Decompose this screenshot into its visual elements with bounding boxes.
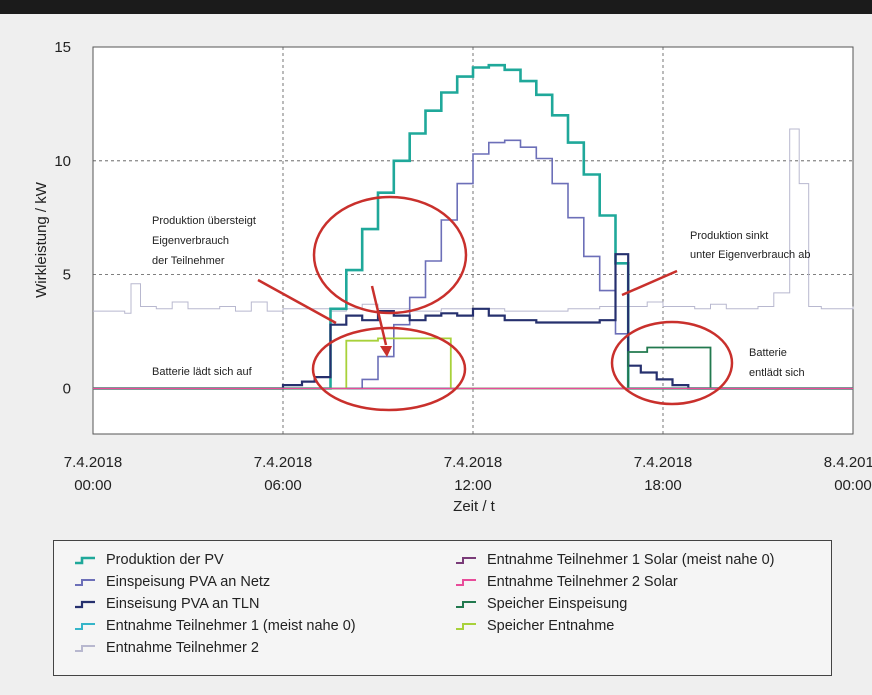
- series-line-speicher-einspeisung: [93, 346, 853, 390]
- x-tick-label-date: 7.4.2018: [634, 454, 692, 471]
- legend-item: Entnahme Teilnehmer 1 Solar (meist nahe …: [455, 552, 774, 568]
- chart: 0 5 10 15 7.4.2018 00:00 7.4.2018 06:00 7.4.2018…: [33, 39, 872, 515]
- x-axis-label: Zeit / t: [453, 498, 496, 515]
- annotation-production-sink-1: Produktion sinkt: [690, 230, 768, 242]
- legend-item: Einseisung PVA an TLN: [74, 596, 259, 612]
- annotation-shapes: [257, 195, 734, 412]
- legend-item: Entnahme Teilnehmer 2 Solar: [455, 574, 678, 590]
- y-tick-label: 15: [54, 39, 71, 56]
- legend-swatch: [74, 621, 96, 632]
- series-layer: [93, 63, 854, 390]
- y-tick-label: 5: [63, 267, 71, 284]
- legend-label: Entnahme Teilnehmer 2: [106, 640, 259, 656]
- x-tick-label-time: 06:00: [264, 477, 302, 494]
- arrow-line-2: [370, 285, 388, 346]
- legend-label: Einspeisung PVA an Netz: [106, 574, 271, 590]
- x-tick-label-time: 12:00: [454, 477, 492, 494]
- legend-item: Entnahme Teilnehmer 2: [74, 640, 259, 656]
- x-tick-label-date: 7.4.2018: [444, 454, 502, 471]
- y-axis-label: Wirkleistung / kW: [33, 181, 50, 298]
- legend-item: Speicher Einspeisung: [455, 596, 627, 612]
- ellipse-production-rise: [312, 195, 468, 315]
- x-tick-label-date: 8.4.2018: [824, 454, 872, 471]
- legend-swatch: [455, 621, 477, 632]
- x-tick-label-time: 00:00: [834, 477, 872, 494]
- y-tick-label: 10: [54, 153, 71, 170]
- annotation-production-rise-2: Eigenverbrauch: [152, 235, 229, 247]
- top-bar: [0, 0, 872, 14]
- annotations: Produktion übersteigt Eigenverbrauch der…: [152, 215, 810, 379]
- x-tick-label-time: 00:00: [74, 477, 112, 494]
- annotation-battery-discharge-1: Batterie: [749, 347, 787, 359]
- arrow-head: [380, 346, 392, 357]
- legend: Produktion der PV Einspeisung PVA an Netz…: [53, 540, 832, 676]
- legend-swatch: [74, 555, 96, 566]
- annotation-battery-charge: Batterie lädt sich auf: [152, 366, 253, 378]
- series-line-einspeisung-pva-an-netz: [93, 139, 853, 390]
- tick-labels: 0 5 10 15 7.4.2018 00:00 7.4.2018 06:00 7.4.2018…: [54, 39, 872, 494]
- legend-item: Produktion der PV: [74, 552, 224, 568]
- legend-swatch: [455, 555, 477, 566]
- legend-label: Produktion der PV: [106, 552, 224, 568]
- series-line-speicher-entnahme: [93, 337, 853, 390]
- x-tick-label-date: 7.4.2018: [254, 454, 312, 471]
- legend-label: Einseisung PVA an TLN: [106, 596, 260, 612]
- legend-label: Speicher Einspeisung: [487, 596, 628, 612]
- arrow-line-1: [257, 278, 337, 325]
- arrow-line-3: [621, 269, 678, 297]
- legend-swatch: [74, 643, 96, 654]
- annotation-production-rise-3: der Teilnehmer: [152, 255, 225, 267]
- x-tick-label-date: 7.4.2018: [64, 454, 122, 471]
- annotation-battery-discharge-2: entlädt sich: [749, 367, 805, 379]
- series-line-einseisung-pva-an-tln: [93, 253, 853, 390]
- legend-swatch: [74, 599, 96, 610]
- annotation-production-rise-1: Produktion übersteigt: [152, 215, 256, 227]
- annotation-production-sink-2: unter Eigenverbrauch ab: [690, 249, 810, 261]
- legend-swatch: [455, 599, 477, 610]
- ellipse-battery-discharge: [610, 320, 734, 406]
- legend-label: Speicher Entnahme: [487, 618, 615, 634]
- legend-item: Entnahme Teilnehmer 1 (meist nahe 0): [74, 618, 356, 634]
- y-tick-label: 0: [63, 380, 71, 397]
- x-tick-label-time: 18:00: [644, 477, 682, 494]
- legend-swatch: [74, 577, 96, 588]
- legend-label: Entnahme Teilnehmer 1 Solar (meist nahe …: [487, 552, 775, 568]
- legend-swatch: [455, 577, 477, 588]
- legend-label: Entnahme Teilnehmer 2 Solar: [487, 574, 678, 590]
- series-line-produktion-der-pv: [93, 63, 853, 390]
- legend-label: Entnahme Teilnehmer 1 (meist nahe 0): [106, 618, 356, 634]
- legend-item: Einspeisung PVA an Netz: [74, 574, 270, 590]
- legend-item: Speicher Entnahme: [455, 618, 614, 634]
- series-line-entnahme-teilnehmer-2: [93, 128, 854, 314]
- ellipse-battery-charge: [311, 326, 467, 412]
